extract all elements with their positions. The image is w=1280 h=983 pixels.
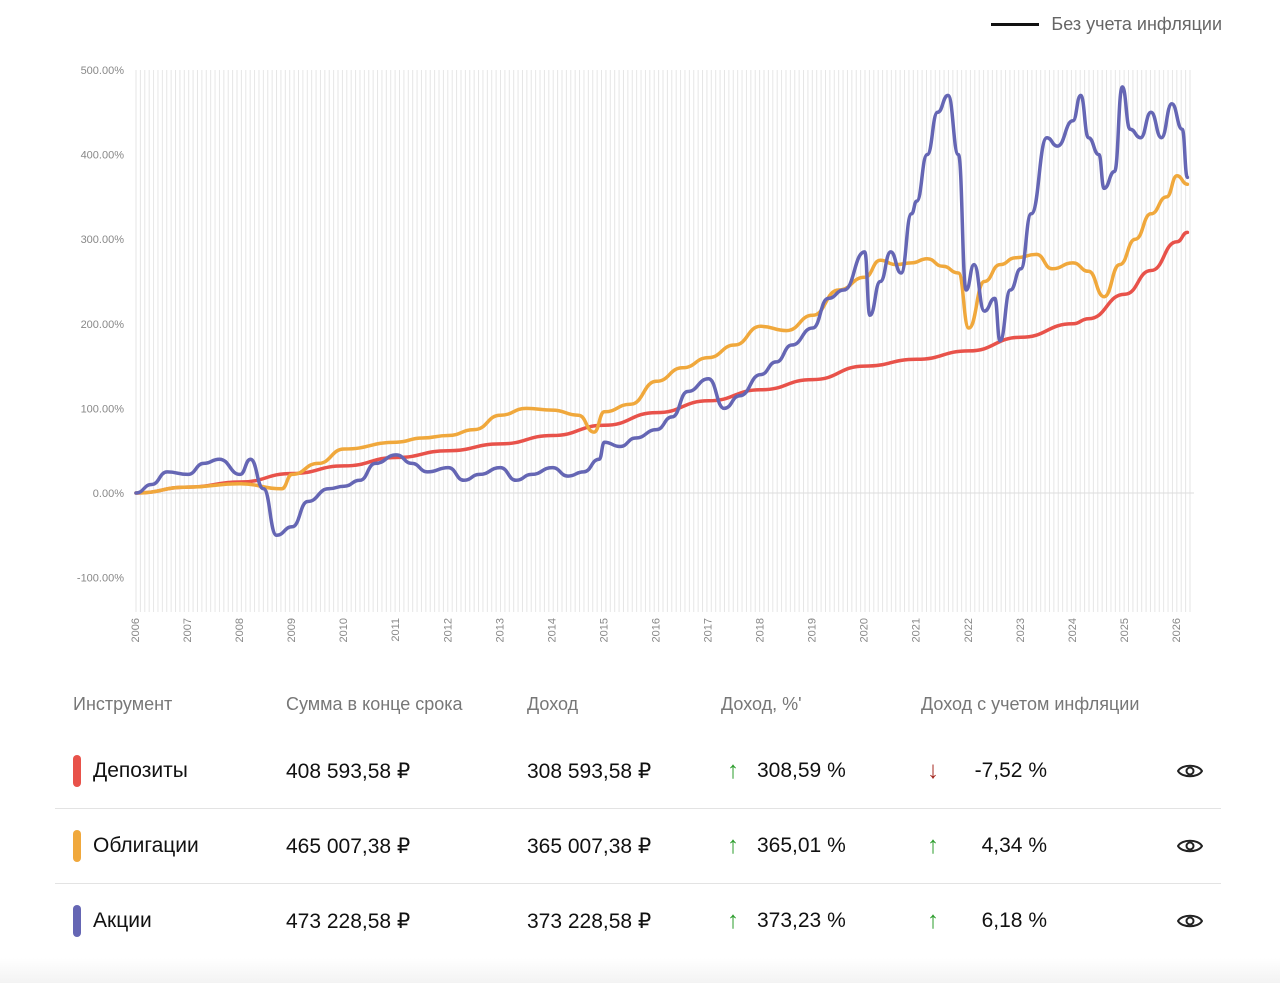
y-tick-label: 200.00%: [81, 319, 125, 331]
x-tick-label: 2025: [1119, 618, 1131, 642]
x-tick-label: 2014: [546, 618, 558, 642]
x-tick-label: 2018: [755, 618, 767, 642]
income-pct-value: 308,59 %: [757, 759, 846, 782]
x-axis-ticks: 2006 2007 2008 2009 2010 2011 2012 2013 2014 2015…: [130, 618, 1183, 642]
chart-grid: [135, 70, 1194, 612]
x-tick-label: 2010: [338, 618, 350, 642]
x-tick-label: 2019: [807, 618, 819, 642]
real-income-value: 4,34 %: [981, 834, 1047, 857]
arrow-up-icon: ↑: [727, 907, 739, 934]
x-tick-label: 2009: [286, 618, 298, 642]
table-row: Депозиты 408 593,58 ₽ 308 593,58 ₽ ↑ 308…: [55, 734, 1221, 809]
table-row: Облигации 465 007,38 ₽ 365 007,38 ₽ ↑ 36…: [55, 809, 1221, 884]
x-tick-label: 2022: [963, 618, 975, 642]
y-tick-label: 300.00%: [81, 234, 125, 246]
x-tick-label: 2017: [703, 618, 715, 642]
income-value: 308 593,58 ₽: [527, 759, 652, 783]
header-income: Доход: [527, 693, 579, 714]
results-table: Инструмент Сумма в конце срока Доход Дох…: [55, 675, 1221, 958]
table-header: Инструмент Сумма в конце срока Доход Дох…: [55, 675, 1221, 734]
x-tick-label: 2013: [494, 618, 506, 642]
instrument-name: Облигации: [93, 834, 199, 857]
y-tick-label: 0.00%: [93, 488, 124, 500]
end-sum: 465 007,38 ₽: [286, 834, 411, 858]
series-line-Облигации: [134, 174, 1190, 495]
real-income-value: 6,18 %: [981, 909, 1047, 932]
x-tick-label: 2020: [859, 618, 871, 642]
x-tick-label: 2024: [1067, 618, 1079, 642]
x-tick-label: 2012: [442, 618, 454, 642]
series-line-Акции: [134, 85, 1190, 538]
arrow-up-icon: ↑: [727, 832, 739, 859]
x-tick-label: 2015: [598, 618, 610, 642]
income-pct-value: 373,23 %: [757, 909, 846, 932]
x-tick-label: 2007: [182, 618, 194, 642]
instrument-color-swatch: [73, 905, 81, 937]
instrument-name: Депозиты: [93, 759, 188, 782]
chart-legend[interactable]: Без учета инфляции: [991, 14, 1222, 35]
header-real-income: Доход с учетом инфляции: [921, 693, 1140, 714]
y-tick-label: 100.00%: [81, 403, 125, 415]
x-tick-label: 2011: [390, 618, 402, 642]
end-sum: 408 593,58 ₽: [286, 759, 411, 783]
header-income-pct: Доход, %': [721, 693, 802, 714]
arrow-up-icon: ↑: [727, 757, 739, 784]
arrow-up-icon: ↑: [927, 832, 939, 859]
y-tick-label: 400.00%: [81, 150, 125, 162]
x-tick-label: 2006: [130, 618, 142, 642]
legend-line-swatch: [991, 23, 1040, 26]
header-instrument: Инструмент: [73, 693, 173, 714]
bottom-fade: [0, 958, 1280, 983]
x-tick-label: 2023: [1015, 618, 1027, 642]
arrow-down-icon: ↓: [927, 757, 939, 784]
instrument-color-swatch: [73, 755, 81, 787]
income-pct-value: 365,01 %: [757, 834, 846, 857]
arrow-up-icon: ↑: [927, 907, 939, 934]
real-income-value: -7,52 %: [974, 759, 1047, 782]
eye-icon[interactable]: [1177, 912, 1203, 930]
legend-label: Без учета инфляции: [1051, 14, 1222, 34]
table-row: Акции 473 228,58 ₽ 373 228,58 ₽ ↑ 373,23…: [55, 884, 1221, 958]
income-value: 365 007,38 ₽: [527, 834, 652, 858]
y-tick-label: 500.00%: [81, 65, 125, 77]
instrument-color-swatch: [73, 830, 81, 862]
end-sum: 473 228,58 ₽: [286, 909, 411, 933]
y-axis-ticks: 500.00% 400.00% 300.00% 200.00% 100.00% 0.00%…: [77, 65, 124, 585]
x-tick-label: 2026: [1171, 618, 1183, 642]
header-sum: Сумма в конце срока: [286, 693, 463, 714]
eye-icon[interactable]: [1177, 837, 1203, 855]
x-tick-label: 2016: [650, 618, 662, 642]
income-value: 373 228,58 ₽: [527, 909, 652, 933]
series-line-Депозиты: [134, 230, 1190, 495]
eye-icon[interactable]: [1177, 762, 1203, 780]
instrument-name: Акции: [93, 909, 152, 932]
chart-series: [134, 85, 1190, 538]
returns-line-chart: 500.00% 400.00% 300.00% 200.00% 100.00% 0.00%…: [77, 65, 1194, 642]
y-tick-label: -100.00%: [77, 573, 124, 585]
x-tick-label: 2008: [234, 618, 246, 642]
x-tick-label: 2021: [911, 618, 923, 642]
